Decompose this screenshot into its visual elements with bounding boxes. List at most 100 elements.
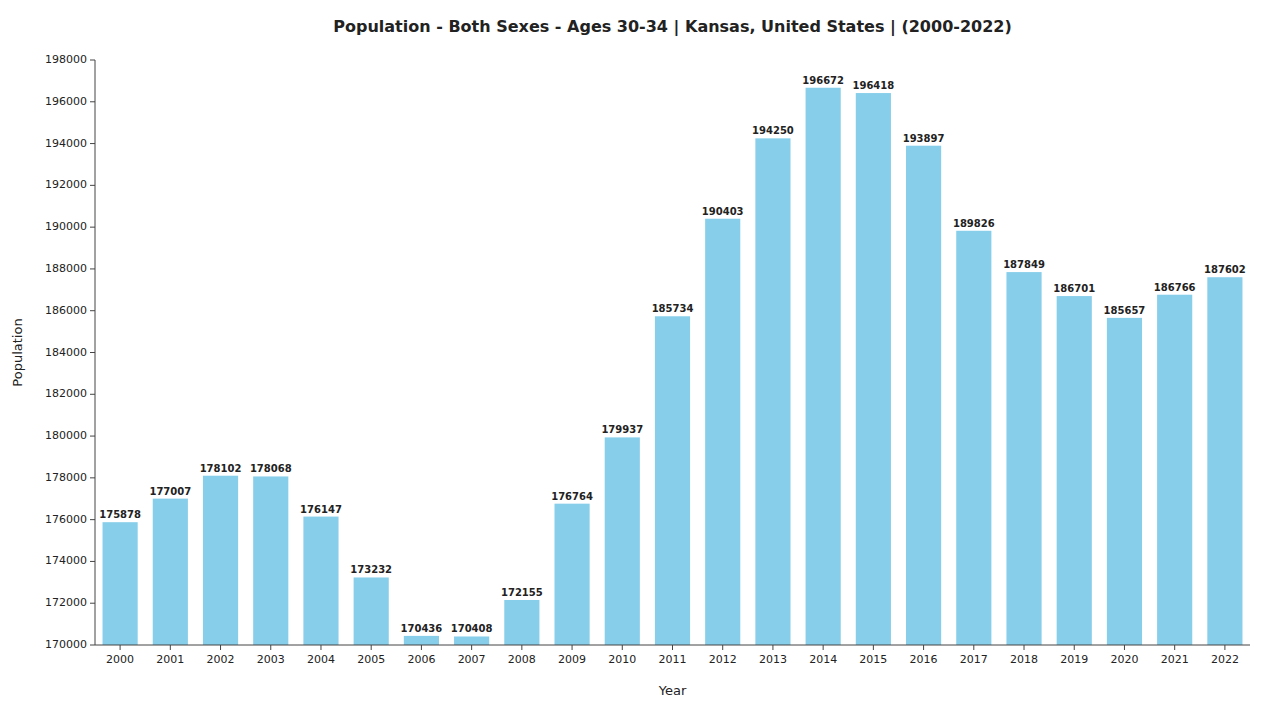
- data-label: 185657: [1104, 305, 1146, 316]
- data-label: 172155: [501, 587, 543, 598]
- title: Population - Both Sexes - Ages 30-34 | K…: [333, 17, 1012, 37]
- data-label: 187602: [1204, 264, 1246, 275]
- x-tick: [572, 645, 573, 650]
- bar: [354, 577, 389, 645]
- y-tick: [90, 185, 95, 186]
- y-axis-label: Population: [10, 318, 25, 386]
- x-axis-label: Year: [658, 683, 687, 698]
- bar: [203, 476, 238, 645]
- bar: [103, 522, 138, 645]
- bar: [906, 146, 941, 645]
- x-tick-label: 2001: [156, 653, 184, 666]
- x-tick-label: 2016: [910, 653, 938, 666]
- x-tick: [722, 645, 723, 650]
- data-labels: 1758781770071781021780681761471732321704…: [99, 75, 1246, 635]
- data-label: 179937: [601, 424, 643, 435]
- x-tick-label: 2017: [960, 653, 988, 666]
- x-tick: [471, 645, 472, 650]
- bar: [1006, 272, 1041, 645]
- data-label: 189826: [953, 218, 995, 229]
- data-label: 187849: [1003, 259, 1045, 270]
- bar: [605, 437, 640, 645]
- y-tick: [90, 143, 95, 144]
- bar: [1057, 296, 1092, 645]
- x-tick-label: 2003: [257, 653, 285, 666]
- x-tick-label: 2008: [508, 653, 536, 666]
- y-tick: [90, 645, 95, 646]
- bar: [1157, 295, 1192, 645]
- x-tick: [521, 645, 522, 650]
- y-tick: [90, 477, 95, 478]
- x-tick-label: 2014: [809, 653, 837, 666]
- bar: [504, 600, 539, 645]
- data-label: 186701: [1053, 283, 1095, 294]
- y-tick: [90, 227, 95, 228]
- bar: [153, 499, 188, 645]
- bar: [655, 316, 690, 645]
- y-tick: [90, 394, 95, 395]
- x-tick-label: 2002: [207, 653, 235, 666]
- bar: [956, 231, 991, 645]
- data-label: 196418: [852, 80, 894, 91]
- x-tick: [421, 645, 422, 650]
- x-tick: [1124, 645, 1125, 650]
- x-tick-label: 2020: [1110, 653, 1138, 666]
- x-tick: [873, 645, 874, 650]
- x-tick: [1174, 645, 1175, 650]
- x-tick-label: 2018: [1010, 653, 1038, 666]
- y-tick-label: 196000: [45, 95, 87, 108]
- y-tick: [90, 352, 95, 353]
- data-label: 173232: [350, 564, 392, 575]
- bars: [103, 88, 1243, 645]
- x-tick: [772, 645, 773, 650]
- x-tick-label: 2007: [458, 653, 486, 666]
- y-tick-label: 188000: [45, 262, 87, 275]
- x-tick: [1024, 645, 1025, 650]
- x-tick: [120, 645, 121, 650]
- bar: [454, 636, 489, 645]
- x-tick-label: 2009: [558, 653, 586, 666]
- data-label: 170408: [451, 623, 493, 634]
- bar: [755, 138, 790, 645]
- data-label: 175878: [99, 509, 141, 520]
- x-tick: [1074, 645, 1075, 650]
- x-tick-label: 2012: [709, 653, 737, 666]
- x-tick: [923, 645, 924, 650]
- y-tick-label: 176000: [45, 513, 87, 526]
- y-tick: [90, 436, 95, 437]
- x-tick-label: 2015: [859, 653, 887, 666]
- x-tick: [672, 645, 673, 650]
- chart-svg: 1700001720001740001760001780001800001820…: [0, 0, 1280, 720]
- x-tick-label: 2022: [1211, 653, 1239, 666]
- chart-root: 1700001720001740001760001780001800001820…: [0, 0, 1280, 720]
- y-tick-label: 172000: [45, 596, 87, 609]
- x-tick-label: 2006: [407, 653, 435, 666]
- data-label: 176147: [300, 504, 342, 515]
- bar: [404, 636, 439, 645]
- x-tick-label: 2021: [1161, 653, 1189, 666]
- x-tick: [320, 645, 321, 650]
- data-label: 194250: [752, 125, 794, 136]
- bar: [1107, 318, 1142, 645]
- y-tick-label: 170000: [45, 638, 87, 651]
- x-tick-label: 2000: [106, 653, 134, 666]
- bar: [1207, 277, 1242, 645]
- y-tick-label: 174000: [45, 554, 87, 567]
- x-tick: [170, 645, 171, 650]
- x-tick: [823, 645, 824, 650]
- y-tick: [90, 603, 95, 604]
- y-tick: [90, 60, 95, 61]
- y-tick: [90, 519, 95, 520]
- y-tick: [90, 310, 95, 311]
- x-tick-label: 2011: [659, 653, 687, 666]
- data-label: 186766: [1154, 282, 1196, 293]
- y-tick-label: 178000: [45, 471, 87, 484]
- x-tick-label: 2019: [1060, 653, 1088, 666]
- data-label: 190403: [702, 206, 744, 217]
- y-tick-label: 198000: [45, 53, 87, 66]
- y-tick: [90, 101, 95, 102]
- y-tick-label: 180000: [45, 429, 87, 442]
- y-tick: [90, 561, 95, 562]
- x-tick: [1224, 645, 1225, 650]
- data-label: 193897: [903, 133, 945, 144]
